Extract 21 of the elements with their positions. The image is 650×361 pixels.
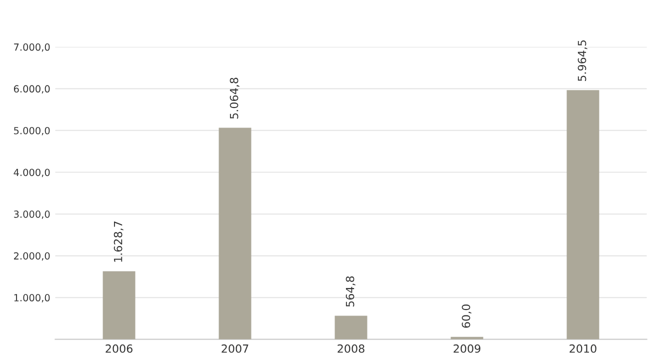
- y-tick-label: 6.000,0: [14, 85, 50, 94]
- y-tick-label: 1.000,0: [14, 294, 50, 302]
- x-tick-label: 2007: [222, 344, 248, 353]
- data-label: 564,8: [346, 276, 356, 307]
- bar: [334, 316, 368, 340]
- y-tick-label: 3.000,0: [14, 210, 50, 219]
- x-tick-label: 2010: [570, 344, 596, 353]
- bar: [102, 271, 136, 340]
- data-label: 5.964,5: [578, 40, 588, 81]
- data-label: 1.628,7: [114, 222, 124, 262]
- y-tick-label: 5.000,0: [14, 126, 50, 136]
- x-tick-label: 2006: [106, 344, 132, 353]
- y-tick-label: 4.000,0: [14, 168, 50, 178]
- data-label: 5.064,8: [230, 78, 240, 119]
- x-tick-label: 2008: [338, 344, 364, 353]
- y-tick-label: 2.000,0: [14, 252, 50, 261]
- data-label: 60,0: [462, 304, 472, 328]
- y-tick-label: 7.000,0: [14, 43, 50, 52]
- bar: [566, 90, 600, 340]
- bar: [218, 128, 252, 340]
- x-tick-label: 2009: [454, 344, 480, 353]
